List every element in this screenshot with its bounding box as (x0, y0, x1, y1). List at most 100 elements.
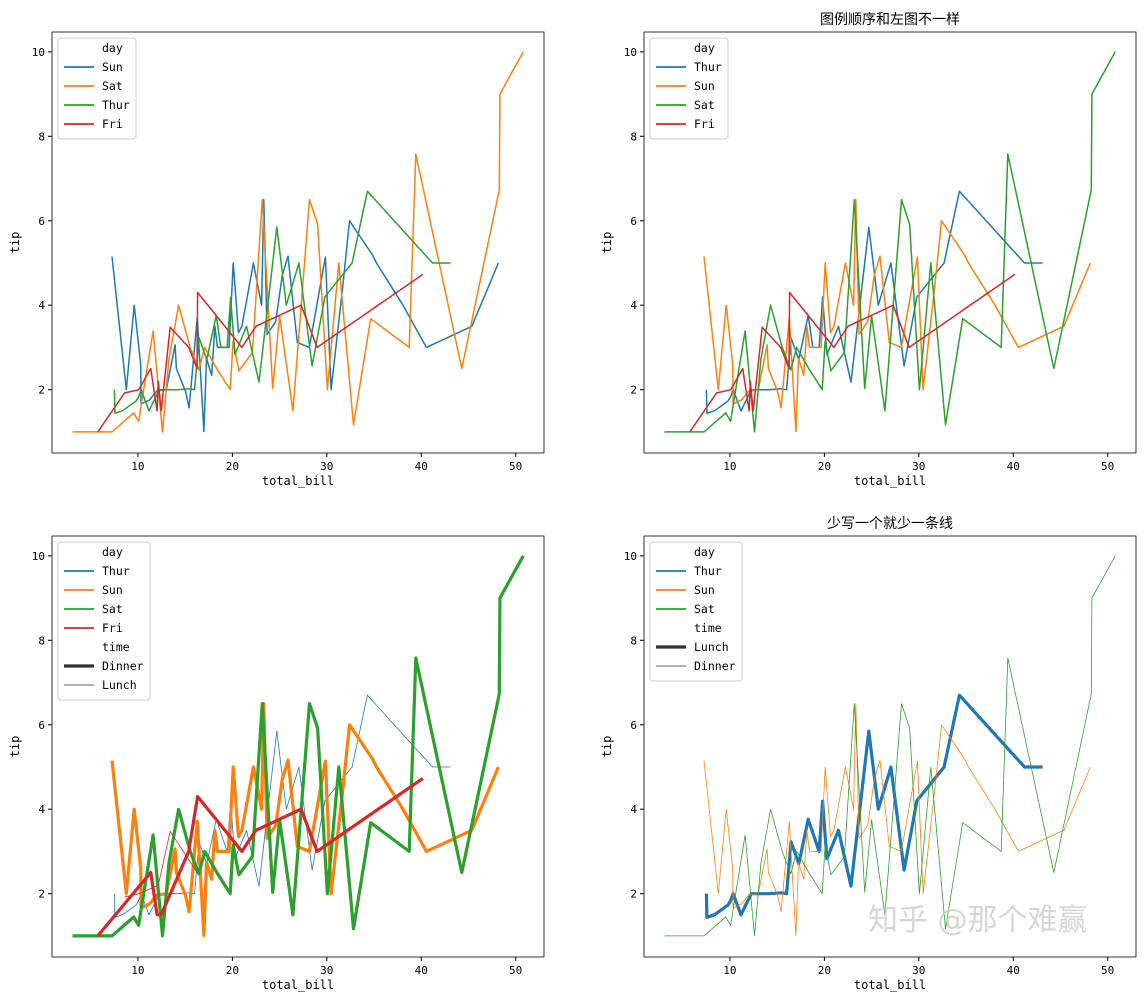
x-tick-label: 40 (1007, 460, 1020, 473)
axes-frame (51, 31, 545, 454)
x-tick-label: 10 (723, 964, 736, 977)
subplot-1: 10 20 30 40 50 2 4 6 8 10 total_bill tip day Sun Sat Th… (8, 31, 545, 488)
legend-entry: Sat (694, 98, 715, 112)
subplot-4: 10 20 30 40 50 2 4 6 8 10 total_bill tip 少写一个就少一条线 da… (600, 515, 1137, 992)
legend-entry: Sun (102, 60, 123, 74)
series-line-fri (97, 273, 424, 433)
legend: day Thur Sun Sat Fri time Dinner Lunch (57, 541, 151, 701)
y-tick-label: 10 (32, 46, 45, 59)
legend-entry: Fri (694, 117, 715, 131)
x-tick-label: 40 (415, 460, 428, 473)
series-line-sat (72, 51, 524, 433)
legend-entry: Sat (694, 602, 715, 616)
y-tick-label: 2 (630, 888, 637, 901)
y-tick-label: 4 (630, 803, 637, 816)
y-tick-label: 2 (38, 384, 45, 397)
y-tick-label: 4 (38, 299, 45, 312)
x-tick-label: 20 (226, 964, 239, 977)
x-tick-label: 50 (1101, 460, 1114, 473)
axes-frame (51, 535, 545, 958)
series-line-fri-lunch (124, 830, 198, 898)
legend-entry: Lunch (694, 640, 729, 654)
legend-title: time (694, 621, 722, 635)
x-tick-label: 40 (1007, 964, 1020, 977)
x-axis-label: total_bill (854, 474, 926, 488)
y-tick-label: 8 (38, 130, 45, 143)
series-line-fri (689, 273, 1016, 433)
legend-title: day (694, 41, 715, 55)
x-tick-label: 50 (509, 964, 522, 977)
series-line-sun-dinner (703, 703, 1091, 936)
y-tick-label: 2 (630, 384, 637, 397)
legend-entry: Lunch (102, 678, 137, 692)
x-tick-label: 30 (320, 964, 333, 977)
x-tick-label: 10 (131, 964, 144, 977)
subplot-3: 10 20 30 40 50 2 4 6 8 10 total_bill tip day Thur Sun S… (8, 535, 545, 992)
legend-box (57, 541, 151, 701)
x-tick-label: 50 (509, 460, 522, 473)
y-tick-label: 6 (630, 215, 637, 228)
y-tick-label: 2 (38, 888, 45, 901)
x-tick-label: 40 (415, 964, 428, 977)
y-tick-label: 8 (630, 634, 637, 647)
legend-entry: Thur (694, 60, 722, 74)
y-axis-label: tip (600, 736, 614, 758)
y-tick-label: 10 (624, 550, 637, 563)
x-tick-label: 50 (1101, 964, 1114, 977)
legend-title: day (102, 41, 123, 55)
x-tick-label: 20 (818, 964, 831, 977)
legend-box (649, 37, 729, 140)
y-axis-label: tip (8, 736, 22, 758)
legend: day Thur Sun Sat Fri (649, 37, 729, 140)
legend-title: time (102, 640, 130, 654)
y-tick-label: 10 (624, 46, 637, 59)
legend-entry: Thur (694, 564, 722, 578)
y-axis-label: tip (8, 232, 22, 254)
x-tick-label: 30 (912, 964, 925, 977)
y-tick-label: 4 (630, 299, 637, 312)
series-line-sat (664, 51, 1116, 433)
subplot-title: 图例顺序和左图不一样 (820, 12, 960, 28)
legend: day Sun Sat Thur Fri (57, 37, 137, 140)
x-tick-label: 30 (912, 460, 925, 473)
legend-entry: Fri (102, 621, 123, 635)
axes-frame (643, 31, 1137, 454)
x-tick-label: 20 (226, 460, 239, 473)
legend-entry: Sun (694, 583, 715, 597)
x-tick-label: 20 (818, 460, 831, 473)
series-line-thur (113, 190, 451, 415)
y-tick-label: 4 (38, 803, 45, 816)
legend-entry: Fri (102, 117, 123, 131)
series-line-sat-dinner (664, 555, 1116, 937)
x-axis-label: total_bill (262, 474, 334, 488)
y-tick-label: 8 (630, 130, 637, 143)
x-axis-label: total_bill (262, 978, 334, 992)
series-line-sat-dinner (72, 555, 525, 938)
y-tick-label: 8 (38, 634, 45, 647)
y-tick-label: 6 (38, 215, 45, 228)
axes-frame (643, 535, 1137, 958)
legend-entry: Thur (102, 98, 130, 112)
legend-title: day (694, 545, 715, 559)
legend-entry: Sun (694, 79, 715, 93)
legend-entry: Dinner (102, 659, 144, 673)
legend-entry: Sun (102, 583, 123, 597)
y-tick-label: 10 (32, 550, 45, 563)
subplot-title: 少写一个就少一条线 (827, 515, 953, 532)
legend-box (57, 37, 137, 140)
watermark: 知乎 @那个难赢 (868, 903, 1088, 938)
legend-entry: Dinner (694, 659, 736, 673)
legend-entry: Thur (102, 564, 130, 578)
y-axis-label: tip (600, 232, 614, 254)
legend-entry: Sat (102, 602, 123, 616)
y-tick-label: 6 (630, 719, 637, 732)
y-tick-label: 6 (38, 719, 45, 732)
x-tick-label: 30 (320, 460, 333, 473)
x-tick-label: 10 (131, 460, 144, 473)
series-line-sun-dinner (110, 701, 500, 938)
subplot-2: 10 20 30 40 50 2 4 6 8 10 total_bill tip 图例顺序和左图不一样 d… (600, 12, 1137, 488)
x-tick-label: 10 (723, 460, 736, 473)
legend-title: day (102, 545, 123, 559)
series-line-thur-lunch (704, 693, 1043, 919)
